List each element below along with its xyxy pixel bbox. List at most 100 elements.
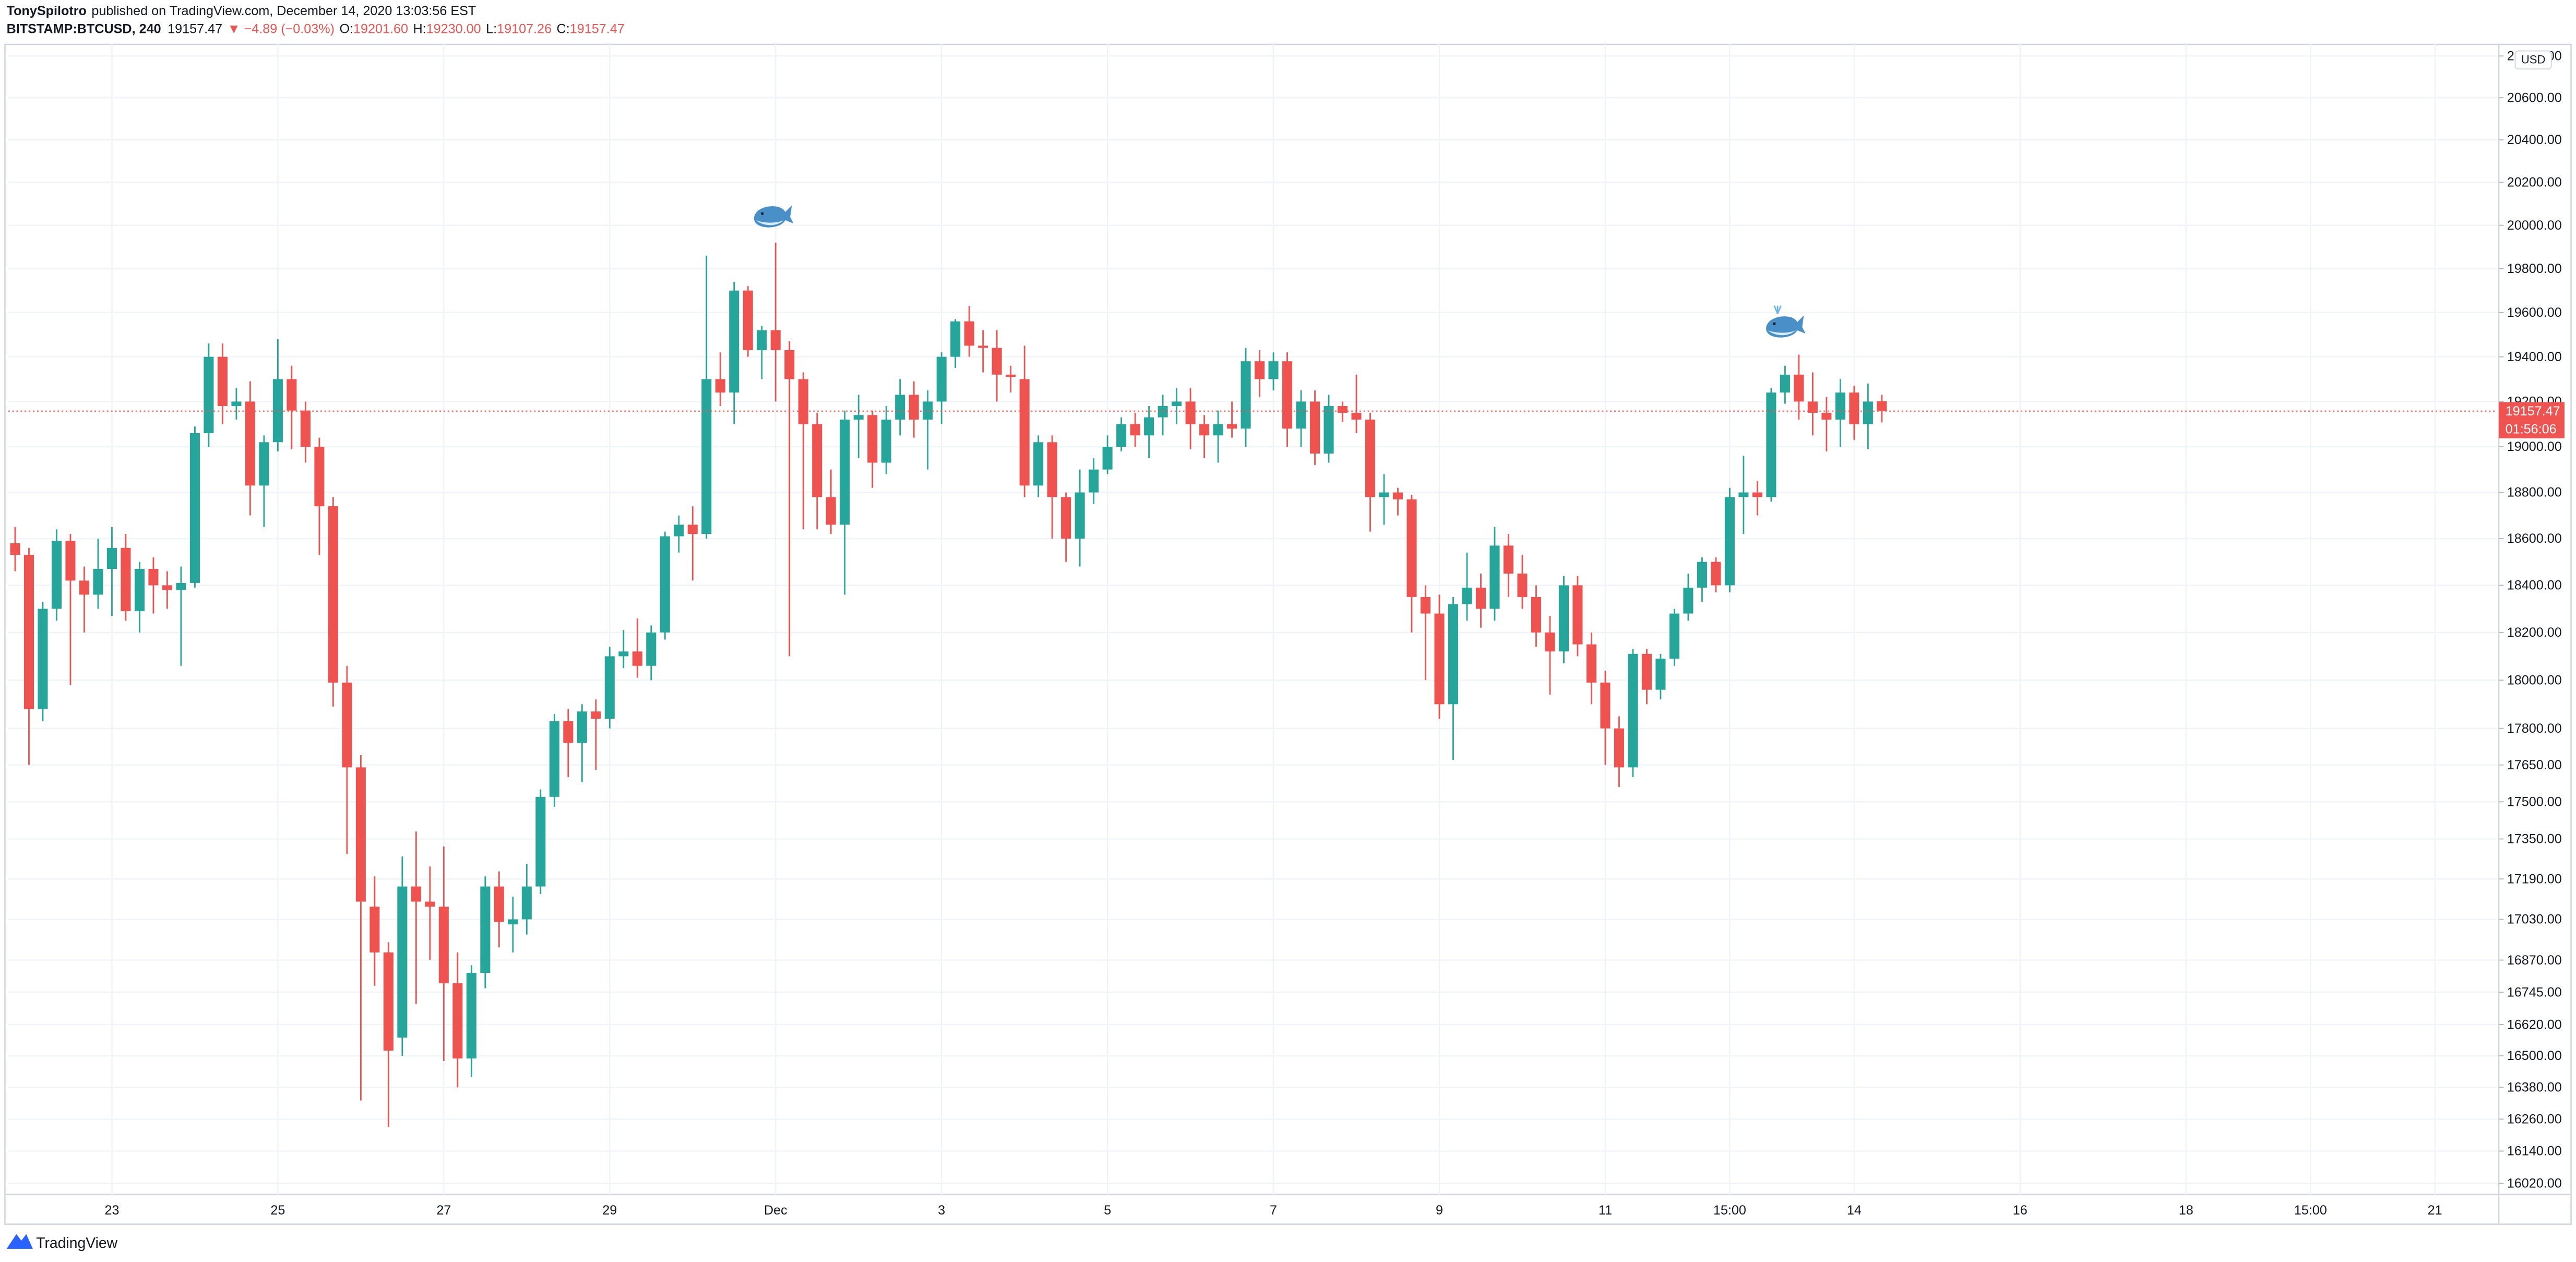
x-tick-label: 15:00 — [1713, 1203, 1746, 1218]
candle-body — [826, 497, 836, 525]
candle-body — [1089, 469, 1099, 493]
candle-body — [1669, 613, 1679, 659]
symbol: BITSTAMP:BTCUSD, 240 — [7, 21, 161, 36]
candle-body — [466, 973, 476, 1059]
candle-body — [881, 419, 891, 463]
candle-body — [1780, 374, 1790, 393]
candle-body — [1489, 545, 1500, 609]
candle-body — [1877, 401, 1887, 411]
author: TonySpilotro — [7, 4, 87, 18]
last-price: 19157.47 — [168, 21, 222, 36]
y-tick-label: 16020.00 — [2507, 1176, 2562, 1190]
candle-body — [1241, 361, 1251, 429]
candle-body — [1420, 597, 1431, 614]
candle-body — [1531, 597, 1542, 633]
low-label: L: — [486, 21, 497, 36]
candle-body — [521, 886, 532, 920]
x-tick-label: 3 — [938, 1203, 945, 1218]
candle-body — [369, 907, 380, 953]
candle-body — [1475, 587, 1486, 609]
candle-body — [895, 395, 905, 420]
x-tick-label: 7 — [1270, 1203, 1277, 1218]
candle-body — [1392, 492, 1403, 499]
currency-box[interactable] — [2514, 50, 2552, 70]
candle-body — [535, 796, 546, 887]
countdown-box — [2499, 420, 2565, 438]
candle-body — [1683, 587, 1694, 614]
candle-body — [1213, 424, 1223, 436]
candle-body — [1641, 653, 1652, 690]
y-tick-label: 20200.00 — [2507, 175, 2562, 190]
candle-body — [259, 442, 269, 486]
close-label: C: — [557, 21, 570, 36]
candle-body — [383, 952, 393, 1051]
candle-body — [674, 525, 684, 537]
open-label: O: — [339, 21, 353, 36]
candle-body — [743, 290, 753, 350]
candle-body — [1545, 632, 1555, 652]
grid: 16020.00 16140.00 16260.00 16380.00 16500.00… — [8, 44, 2562, 1218]
candle-body — [1517, 573, 1528, 597]
candle-body — [1310, 401, 1320, 454]
candle-body — [563, 721, 574, 743]
candle-body — [798, 379, 808, 424]
candle-body — [923, 401, 933, 420]
candle-body — [355, 767, 366, 902]
publish-line: TonySpilotro published on TradingView.com… — [7, 4, 476, 18]
open: 19201.60 — [353, 21, 408, 36]
x-tick-label: 25 — [270, 1203, 285, 1218]
y-tick-label: 17350.00 — [2507, 832, 2562, 847]
x-tick-label: 14 — [1847, 1203, 1862, 1218]
candle-body — [1185, 401, 1196, 424]
candle-body — [204, 356, 214, 433]
candle-body — [106, 547, 117, 569]
candle-body — [549, 721, 559, 797]
candle-body — [79, 580, 90, 595]
candle-body — [1849, 392, 1859, 424]
candle-body — [1600, 682, 1611, 729]
candle-body — [1558, 585, 1569, 652]
candle-body — [1738, 492, 1749, 497]
candle-body — [1365, 419, 1376, 497]
low: 19107.26 — [497, 21, 552, 36]
candle-body — [853, 415, 864, 420]
candle-body — [452, 983, 463, 1059]
x-tick-label: 15:00 — [2294, 1203, 2327, 1218]
candle-body — [1282, 361, 1293, 429]
candle-body — [591, 711, 601, 719]
candle-body — [1006, 374, 1016, 377]
y-tick-label: 19600.00 — [2507, 305, 2562, 320]
y-tick-label: 16140.00 — [2507, 1144, 2562, 1159]
x-tick-label: 18 — [2179, 1203, 2193, 1218]
y-tick-label: 16620.00 — [2507, 1017, 2562, 1032]
candle-body — [1614, 728, 1624, 768]
candle-body — [1033, 442, 1044, 486]
candle-body — [978, 346, 988, 348]
candle-body — [1102, 446, 1113, 470]
candle-body — [438, 907, 449, 983]
x-tick-label: Dec — [764, 1203, 788, 1218]
y-tick-label: 17500.00 — [2507, 794, 2562, 809]
candle-body — [23, 555, 34, 709]
candle-body — [1199, 424, 1210, 436]
candle-body — [1061, 497, 1071, 539]
candle-body — [1655, 658, 1666, 690]
candle-body — [1807, 401, 1818, 413]
whale-icon — [754, 205, 794, 228]
candle-body — [1255, 361, 1265, 379]
candle-body — [867, 415, 878, 463]
currency[interactable]: USD — [2521, 53, 2545, 66]
y-tick-label: 18600.00 — [2507, 531, 2562, 546]
candle-body — [577, 711, 587, 743]
y-tick-label: 16870.00 — [2507, 953, 2562, 968]
candle-body — [757, 330, 767, 350]
candle-body — [618, 651, 629, 657]
candle-body — [1821, 412, 1832, 420]
price-overlay: 19157.47 01:56:06 — [8, 402, 2565, 438]
candle-body — [300, 410, 311, 447]
candle-body — [950, 321, 961, 357]
candles — [10, 242, 1887, 1127]
